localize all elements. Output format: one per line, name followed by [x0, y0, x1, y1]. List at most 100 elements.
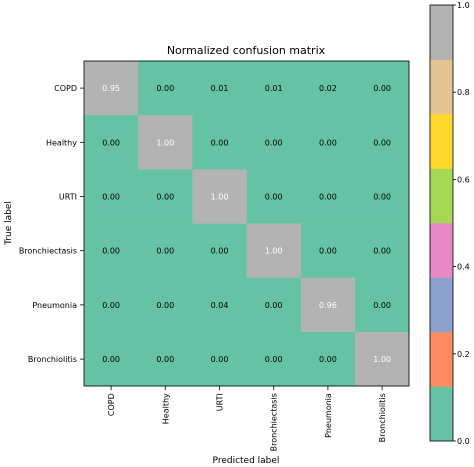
- heatmap-cell: [246, 277, 302, 333]
- colorbar-tick-label: 0.8: [457, 88, 470, 97]
- colorbar-segment: [430, 5, 453, 60]
- cell-value-label: 0.00: [102, 301, 120, 310]
- cell-value-label: 0.01: [211, 84, 229, 93]
- cell-value-label: 1.00: [265, 247, 283, 256]
- heatmap-cell: [355, 115, 410, 170]
- heatmap-cell: [84, 169, 139, 224]
- x-axis-label: Predicted label: [213, 456, 280, 466]
- colorbar-tick-label: 1.0: [457, 1, 470, 10]
- cell-value-label: 0.00: [373, 138, 391, 147]
- colorbar-tick-label: 0.0: [457, 437, 470, 446]
- colorbar: 0.0 0.2 0.4 0.6 0.8 1.0: [429, 1, 470, 446]
- heatmap-cell: [84, 332, 139, 387]
- cell-value-label: 0.00: [265, 193, 283, 202]
- plot-frame: [83, 60, 410, 387]
- cell-value-label: 0.00: [373, 301, 391, 310]
- colorbar-frame: [429, 4, 454, 442]
- y-axis-label: True label: [4, 201, 14, 246]
- cell-value-label: 0.00: [319, 138, 337, 147]
- heatmap-cell: [355, 223, 410, 279]
- colorbar-tick-label: 0.4: [457, 263, 470, 272]
- cell-value-label: 0.00: [156, 301, 174, 310]
- colorbar-segment: [430, 114, 453, 169]
- x-tick-label: Pneumonia: [324, 393, 333, 438]
- y-tick-label: Pneumonia: [32, 301, 77, 310]
- x-axis-ticks: COPD Healthy URTI Bronchiectasis Pneumonia Br…: [107, 386, 387, 451]
- cell-value-label: 0.04: [211, 301, 229, 310]
- cell-value-label: 0.96: [319, 301, 337, 310]
- cell-value-label: 0.00: [211, 355, 229, 364]
- cell-value-label: 0.00: [319, 355, 337, 364]
- cell-value-label: 1.00: [156, 138, 174, 147]
- cell-value-label: 0.00: [102, 193, 120, 202]
- heatmap-cell: [192, 115, 247, 170]
- y-tick-label: Healthy: [46, 138, 77, 147]
- cell-value-label: 0.01: [265, 84, 283, 93]
- heatmap-cell: [84, 223, 139, 279]
- cell-value-label: 0.00: [156, 193, 174, 202]
- heatmap-cells: 0.95 0.00 0.01 0.01 0.02 0.00 0.00 1.00 0.00 0.00…: [84, 61, 410, 387]
- cell-value-label: 0.00: [102, 247, 120, 256]
- x-tick-label: URTI: [216, 393, 225, 411]
- cell-value-label: 0.00: [265, 301, 283, 310]
- heatmap-cell: [84, 277, 139, 333]
- heatmap-cell: [355, 61, 410, 116]
- cell-value-label: 0.02: [319, 84, 337, 93]
- heatmap-cell: [192, 61, 247, 116]
- x-tick-label: Healthy: [161, 393, 170, 424]
- cell-value-label: 0.00: [102, 138, 120, 147]
- y-tick-label: URTI: [59, 193, 77, 202]
- heatmap-cell: [138, 277, 193, 333]
- heatmap-cell: [246, 61, 302, 116]
- cell-value-label: 0.00: [265, 355, 283, 364]
- heatmap-cell: [246, 115, 302, 170]
- colorbar-segment: [430, 168, 453, 224]
- heatmap-cell: [300, 332, 356, 387]
- y-tick-label: Bronchiolitis: [28, 355, 77, 364]
- colorbar-tick-label: 0.6: [457, 175, 470, 184]
- heatmap-cell: [355, 169, 410, 224]
- heatmap-cell: [246, 223, 302, 279]
- heatmap-cell: [84, 115, 139, 170]
- y-tick-label: Bronchiectasis: [19, 247, 77, 256]
- cell-value-label: 0.00: [373, 247, 391, 256]
- cell-value-label: 0.00: [211, 138, 229, 147]
- cell-value-label: 0.00: [156, 84, 174, 93]
- cell-value-label: 0.00: [319, 193, 337, 202]
- heatmap-cell: [192, 277, 247, 333]
- cell-value-label: 1.00: [211, 193, 229, 202]
- y-axis-ticks: COPD Healthy URTI Bronchiectasis Pneumonia Br…: [19, 84, 84, 364]
- heatmap-cell: [300, 115, 356, 170]
- colorbar-segment: [430, 59, 453, 115]
- heatmap-cell: [300, 277, 356, 333]
- heatmap-cell: [138, 115, 193, 170]
- colorbar-segment: [430, 386, 453, 442]
- heatmap-cell: [246, 332, 302, 387]
- cell-value-label: 0.00: [373, 193, 391, 202]
- heatmap-cell: [300, 169, 356, 224]
- colorbar-segment: [430, 223, 453, 278]
- heatmap-cell: [138, 332, 193, 387]
- heatmap-cell: [355, 332, 410, 387]
- cell-value-label: 0.00: [373, 84, 391, 93]
- x-tick-label: Bronchiectasis: [270, 393, 279, 451]
- heatmap-cell: [355, 277, 410, 333]
- heatmap-cell: [192, 169, 247, 224]
- heatmap-cell: [246, 169, 302, 224]
- heatmap-cell: [138, 223, 193, 279]
- cell-value-label: 0.00: [156, 355, 174, 364]
- chart-title: Normalized confusion matrix: [167, 44, 326, 57]
- cell-value-label: 0.00: [211, 247, 229, 256]
- heatmap-cell: [84, 61, 139, 116]
- heatmap-cell: [300, 61, 356, 116]
- cell-value-label: 0.00: [156, 247, 174, 256]
- heatmap-cell: [138, 169, 193, 224]
- x-tick-label: Bronchiolitis: [378, 393, 387, 442]
- cell-value-label: 0.00: [102, 355, 120, 364]
- colorbar-segment: [430, 277, 453, 333]
- cell-value-label: 0.00: [265, 138, 283, 147]
- colorbar-tick-label: 0.2: [457, 350, 470, 359]
- cell-value-label: 0.00: [319, 247, 337, 256]
- heatmap-cell: [192, 332, 247, 387]
